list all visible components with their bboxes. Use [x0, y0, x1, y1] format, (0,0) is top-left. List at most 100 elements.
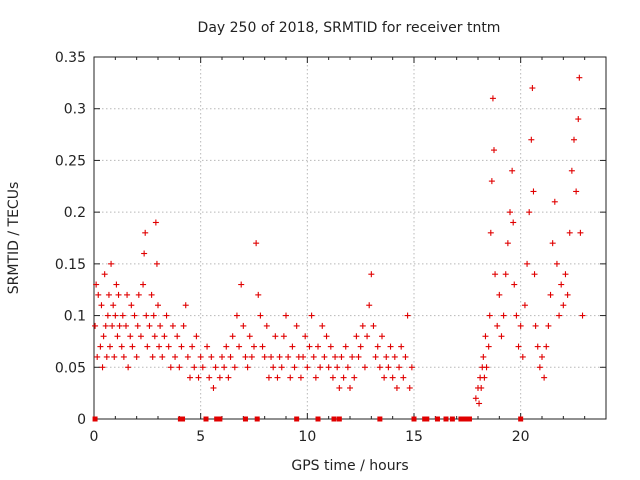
data-point: [297, 374, 304, 381]
data-point: [385, 364, 392, 371]
data-point: [155, 302, 161, 309]
x-tick-label: 15: [405, 429, 423, 445]
x-tick-label: 5: [196, 429, 205, 445]
data-point: [393, 384, 400, 391]
data-point: [391, 353, 398, 360]
data-point: [137, 333, 144, 340]
data-point: [513, 312, 520, 319]
data-point: [483, 364, 490, 371]
x-tick-label: 20: [512, 429, 530, 445]
data-point: [148, 291, 155, 298]
data-point: [494, 322, 501, 329]
data-point: [125, 364, 132, 371]
zero-marker: [434, 416, 440, 422]
data-point: [530, 188, 537, 195]
data-point: [184, 353, 191, 360]
data-point: [240, 322, 247, 329]
data-point: [216, 374, 223, 381]
data-point: [289, 343, 296, 350]
data-point: [236, 343, 243, 350]
data-point: [163, 312, 170, 319]
data-point: [276, 353, 283, 360]
data-point: [486, 312, 493, 319]
data-point: [376, 364, 383, 371]
data-point: [191, 364, 198, 371]
zero-marker: [315, 416, 321, 422]
data-point: [334, 364, 341, 371]
data-point: [359, 322, 366, 329]
zero-marker: [254, 416, 260, 422]
data-point: [242, 353, 249, 360]
data-point: [547, 291, 554, 298]
data-point: [372, 353, 379, 360]
data-point: [93, 281, 100, 288]
data-point: [566, 229, 573, 236]
data-point: [308, 312, 315, 319]
data-point: [389, 374, 396, 381]
data-point: [489, 95, 496, 102]
data-point: [509, 167, 516, 174]
data-point: [101, 271, 108, 278]
data-point: [229, 333, 236, 340]
data-point: [304, 364, 311, 371]
data-point: [300, 353, 307, 360]
data-point: [99, 364, 106, 371]
data-point: [387, 343, 394, 350]
zero-marker: [242, 416, 248, 422]
data-point: [195, 374, 202, 381]
data-point: [492, 271, 499, 278]
data-point: [127, 333, 134, 340]
data-point: [482, 333, 489, 340]
data-point: [396, 364, 403, 371]
data-point: [402, 353, 409, 360]
data-point: [98, 302, 105, 309]
data-point: [128, 302, 135, 309]
data-point: [532, 322, 539, 329]
zero-marker: [294, 416, 300, 422]
data-point: [332, 353, 339, 360]
data-point: [349, 353, 356, 360]
data-point: [562, 271, 569, 278]
y-axis-label: SRMTID / TECUs: [6, 182, 22, 295]
data-point: [246, 333, 253, 340]
data-point: [133, 353, 140, 360]
zero-marker: [443, 416, 449, 422]
data-point: [105, 291, 112, 298]
data-point: [383, 353, 390, 360]
data-point: [491, 147, 497, 154]
data-point: [351, 374, 358, 381]
data-point: [543, 343, 550, 350]
data-point: [361, 364, 368, 371]
data-point: [233, 312, 240, 319]
data-point: [212, 364, 219, 371]
zero-marker: [462, 416, 468, 422]
data-point: [274, 374, 281, 381]
data-point: [515, 343, 522, 350]
data-point: [251, 343, 257, 350]
data-point: [577, 229, 584, 236]
data-point: [103, 353, 110, 360]
data-point: [172, 353, 179, 360]
zero-marker: [331, 416, 337, 422]
data-point: [317, 364, 324, 371]
data-point: [167, 364, 174, 371]
data-point: [169, 322, 176, 329]
data-point: [129, 343, 136, 350]
data-point: [476, 400, 483, 407]
data-point: [161, 333, 168, 340]
data-point: [545, 322, 552, 329]
data-point: [511, 281, 518, 288]
data-point: [270, 364, 277, 371]
data-point: [187, 374, 193, 381]
data-point: [204, 343, 211, 350]
x-tick-label: 0: [90, 429, 99, 445]
zero-marker: [466, 416, 472, 422]
data-point: [287, 374, 294, 381]
data-point: [480, 353, 487, 360]
y-tick-label: 0.15: [55, 257, 86, 273]
data-point: [144, 343, 151, 350]
y-tick-label: 0.35: [55, 50, 86, 66]
data-point: [364, 333, 371, 340]
data-point: [579, 312, 586, 319]
zero-marker: [458, 416, 464, 422]
